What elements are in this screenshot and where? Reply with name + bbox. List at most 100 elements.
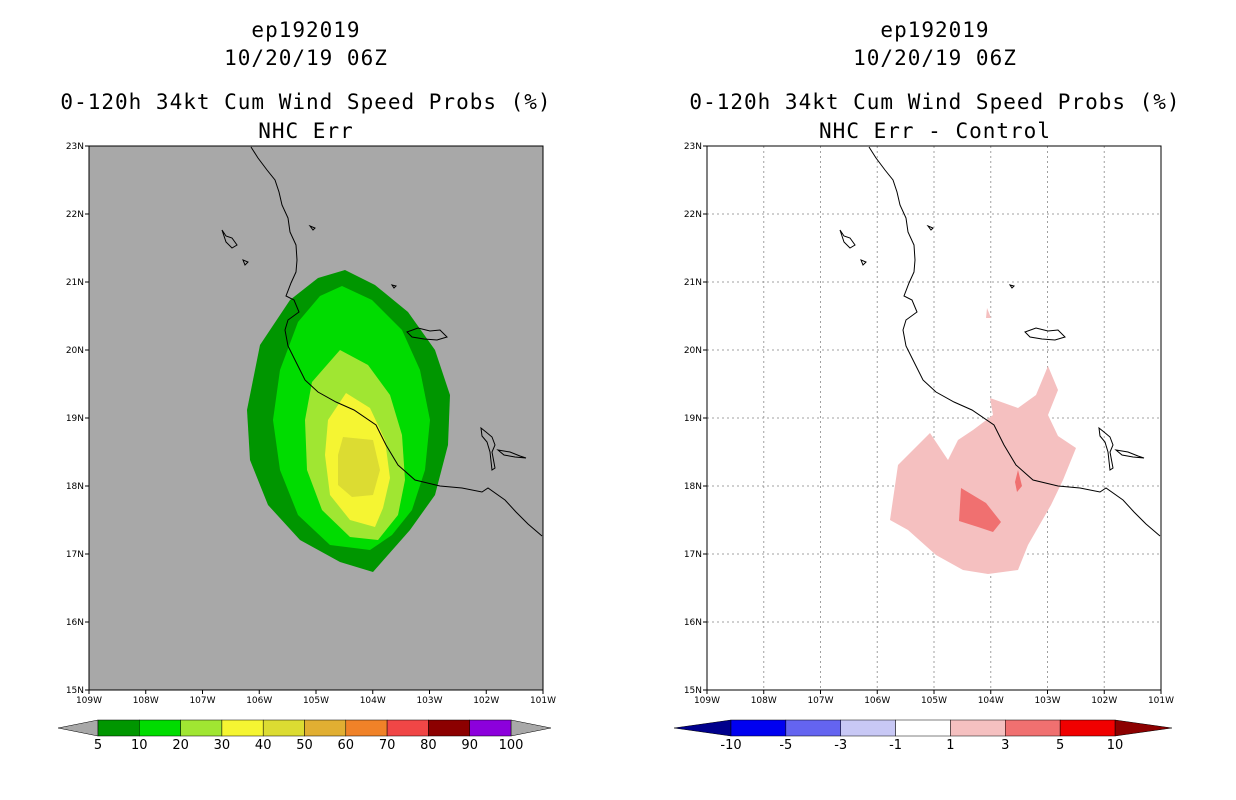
colorbar-label: 80 — [420, 738, 437, 753]
lat-label: 17N — [684, 550, 702, 560]
colorbar-box — [386, 719, 429, 737]
lon-label: 101W — [530, 696, 556, 706]
lon-label: 108W — [133, 696, 159, 706]
colorbar-label: 60 — [338, 738, 355, 753]
colorbar-label: 30 — [214, 738, 231, 753]
lat-label: 22N — [66, 210, 84, 220]
colorbar-box — [1059, 719, 1116, 737]
colorbar-box — [730, 719, 787, 737]
left-island-small — [308, 224, 397, 289]
colorbar-box — [139, 719, 181, 737]
colorbar-box — [304, 719, 347, 737]
colorbar-box — [895, 719, 951, 737]
prob-contour-40 — [338, 437, 380, 497]
lon-label: 103W — [416, 696, 442, 706]
left-title-product: 0-120h 34kt Cum Wind Speed Probs (%) — [60, 90, 552, 114]
lon-label: 104W — [360, 696, 386, 706]
lat-label: 16N — [66, 618, 84, 628]
colorbar-box — [97, 719, 140, 737]
lat-label: 18N — [684, 482, 702, 492]
lon-label: 104W — [978, 696, 1004, 706]
lon-label: 109W — [694, 696, 720, 706]
colorbar-box — [345, 719, 388, 737]
colorbar-label: -10 — [720, 738, 741, 753]
lon-label: 102W — [1091, 696, 1117, 706]
lat-label: 17N — [66, 550, 84, 560]
right-title-product: 0-120h 34kt Cum Wind Speed Probs (%) — [689, 90, 1181, 114]
right-title-storm: ep192019 — [880, 18, 990, 42]
colorbar-box — [840, 719, 896, 737]
left-panel: ep192019 10/20/19 06Z 0-120h 34kt Cum Wi… — [57, 18, 556, 753]
lon-label: 108W — [751, 696, 777, 706]
diff-contour-3-to-5-b — [1015, 470, 1022, 492]
right-panel: ep192019 10/20/19 06Z 0-120h 34kt Cum Wi… — [618, 0, 1236, 800]
lat-label: 21N — [684, 278, 702, 288]
right-title-date: 10/20/19 06Z — [853, 46, 1017, 70]
left-title-date: 10/20/19 06Z — [224, 46, 388, 70]
lat-label: 19N — [66, 414, 84, 424]
lat-label: 16N — [684, 618, 702, 628]
lat-label: 20N — [66, 346, 84, 356]
lat-label: 22N — [684, 210, 702, 220]
right-island-tres-marias — [839, 229, 867, 266]
colorbar-label: -1 — [889, 738, 902, 753]
lon-label: 101W — [1148, 696, 1174, 706]
colorbar-label: 3 — [1001, 738, 1009, 753]
colorbar-label: 5 — [94, 738, 102, 753]
lon-label: 102W — [473, 696, 499, 706]
lon-label: 107W — [807, 696, 833, 706]
lat-label: 15N — [66, 686, 84, 696]
lat-label: 21N — [66, 278, 84, 288]
colorbar-end-left — [673, 719, 732, 737]
left-map: 15N 16N 17N 18N 19N 20N 21N 22N 23N 109W 108W 107W… — [57, 142, 556, 753]
colorbar-box — [785, 719, 841, 737]
lon-label: 109W — [76, 696, 102, 706]
colorbar-box — [950, 719, 1006, 737]
colorbar-label: 1 — [946, 738, 954, 753]
lat-label: 15N — [684, 686, 702, 696]
colorbar-end-right — [1114, 719, 1173, 737]
colorbar-box — [1005, 719, 1061, 737]
diff-contour-3-to-5-a — [959, 488, 1001, 532]
colorbar-label: 5 — [1056, 738, 1064, 753]
lon-label: 106W — [246, 696, 272, 706]
lat-label: 19N — [684, 414, 702, 424]
lat-label: 18N — [66, 482, 84, 492]
lat-label: 20N — [684, 346, 702, 356]
right-map: 15N 16N 17N 18N 19N 20N 21N 22N 23N 109W 108W 107W… — [673, 142, 1174, 753]
colorbar-box — [262, 719, 305, 737]
colorbar-label: 20 — [172, 738, 189, 753]
lon-label: 105W — [303, 696, 329, 706]
colorbar-label: 100 — [499, 738, 524, 753]
colorbar-end-right — [510, 719, 552, 737]
colorbar-label: -5 — [779, 738, 792, 753]
colorbar-label: -3 — [834, 738, 847, 753]
right-lake-chapala — [1024, 327, 1066, 341]
left-lake-chapala — [406, 327, 448, 341]
colorbar-label: 50 — [296, 738, 313, 753]
diff-contour-small-top — [986, 308, 991, 318]
lon-label: 105W — [921, 696, 947, 706]
lat-label: 23N — [684, 142, 702, 152]
colorbar-label: 70 — [379, 738, 396, 753]
diff-contour-1-to-3 — [890, 366, 1076, 574]
lon-label: 107W — [189, 696, 215, 706]
left-title-storm: ep192019 — [251, 18, 361, 42]
right-title-subtitle: NHC Err - Control — [819, 119, 1051, 143]
right-coastline-mainland — [868, 146, 1161, 537]
left-island-tres-marias — [221, 229, 249, 266]
lon-label: 103W — [1034, 696, 1060, 706]
right-island-small — [926, 224, 1015, 289]
colorbar-box — [428, 719, 470, 737]
colorbar-label: 10 — [131, 738, 148, 753]
colorbar-box — [180, 719, 223, 737]
left-coastline-mainland — [250, 146, 543, 537]
colorbar-box — [221, 719, 264, 737]
right-lakes-michoacan — [1098, 426, 1145, 471]
colorbar-label: 90 — [461, 738, 478, 753]
colorbar-box — [469, 719, 512, 737]
lat-label: 23N — [66, 142, 84, 152]
colorbar-end-left — [57, 719, 99, 737]
colorbar-label: 40 — [255, 738, 272, 753]
left-title-subtitle: NHC Err — [258, 119, 354, 143]
